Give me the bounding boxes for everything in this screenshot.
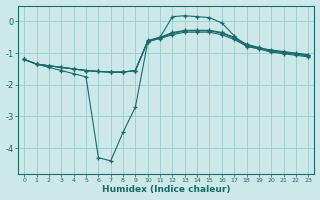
X-axis label: Humidex (Indice chaleur): Humidex (Indice chaleur) — [102, 185, 230, 194]
